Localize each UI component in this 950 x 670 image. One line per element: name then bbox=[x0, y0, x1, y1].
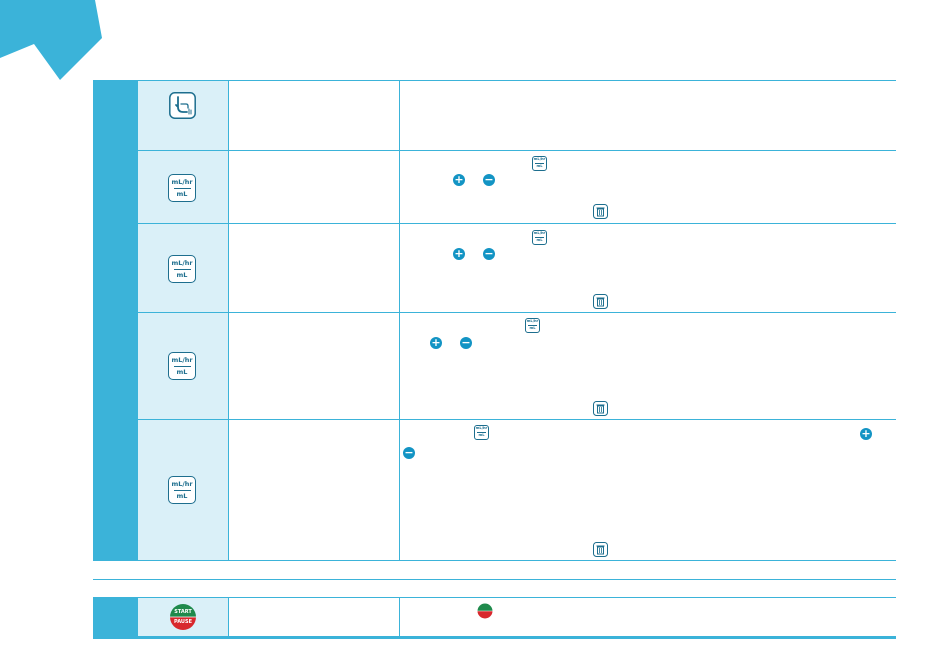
start-pause-key-icon bbox=[477, 603, 493, 619]
corner-tab-decoration bbox=[0, 0, 102, 80]
rate-label: mL/hr bbox=[171, 480, 193, 488]
volume-label: mL bbox=[529, 326, 536, 330]
table-bottom-rule bbox=[93, 636, 896, 639]
hand-touch-icon bbox=[169, 92, 196, 119]
rate-volume-key-icon: mL/hr mL bbox=[168, 255, 196, 283]
table-rule bbox=[93, 579, 896, 580]
volume-label: mL bbox=[176, 367, 188, 376]
rate-label: mL/hr bbox=[533, 157, 546, 162]
table-rule bbox=[93, 560, 896, 561]
table-rule bbox=[93, 223, 896, 224]
volume-label: mL bbox=[536, 164, 543, 168]
key-divider bbox=[173, 489, 191, 491]
rate-volume-key-icon: mL/hr mL bbox=[168, 476, 196, 504]
rate-label: mL/hr bbox=[171, 178, 193, 186]
row-number-cell bbox=[93, 598, 138, 638]
volume-label: mL bbox=[176, 270, 188, 279]
row-number-cell bbox=[93, 313, 138, 419]
volume-label: mL bbox=[536, 238, 543, 242]
rate-volume-key-icon: mL/hr mL bbox=[532, 230, 547, 245]
plus-icon: + bbox=[453, 173, 465, 186]
table-rule bbox=[93, 312, 896, 313]
plus-icon: + bbox=[430, 336, 442, 349]
minus-icon: − bbox=[483, 247, 495, 260]
column-divider bbox=[399, 81, 400, 560]
row-number-cell bbox=[93, 420, 138, 560]
rate-volume-key-icon: mL/hr mL bbox=[168, 174, 196, 202]
rate-label: mL/hr bbox=[526, 319, 539, 324]
volume-label: mL bbox=[478, 433, 485, 437]
minus-icon: − bbox=[460, 336, 472, 349]
column-divider bbox=[228, 81, 229, 560]
trash-icon bbox=[593, 401, 608, 416]
trash-icon bbox=[593, 542, 608, 557]
start-label: START bbox=[174, 609, 192, 615]
row-number-cell bbox=[93, 81, 138, 150]
table-rule bbox=[93, 80, 896, 81]
rate-label: mL/hr bbox=[533, 231, 546, 236]
trash-icon bbox=[593, 294, 608, 309]
key-divider bbox=[477, 432, 486, 433]
row-number-cell bbox=[93, 224, 138, 312]
key-divider bbox=[535, 237, 544, 238]
rate-volume-key-icon: mL/hr mL bbox=[525, 318, 540, 333]
plus-icon: + bbox=[860, 427, 872, 440]
trash-icon bbox=[593, 204, 608, 219]
rate-volume-key-icon: mL/hr mL bbox=[474, 425, 489, 440]
key-divider bbox=[528, 325, 537, 326]
volume-label: mL bbox=[176, 189, 188, 198]
row-number-cell bbox=[93, 151, 138, 223]
key-divider bbox=[173, 187, 191, 189]
rate-volume-key-icon: mL/hr mL bbox=[168, 352, 196, 380]
pause-label: PAUSE bbox=[174, 619, 192, 625]
key-divider bbox=[173, 365, 191, 367]
start-pause-key-icon: START PAUSE bbox=[169, 603, 197, 631]
key-divider bbox=[535, 163, 544, 164]
table-rule bbox=[93, 419, 896, 420]
rate-label: mL/hr bbox=[171, 259, 193, 267]
minus-icon: − bbox=[483, 173, 495, 186]
rate-label: mL/hr bbox=[171, 356, 193, 364]
column-divider bbox=[399, 598, 400, 636]
minus-icon: − bbox=[403, 446, 415, 459]
plus-icon: + bbox=[453, 247, 465, 260]
table-rule bbox=[93, 150, 896, 151]
key-divider bbox=[173, 268, 191, 270]
column-divider bbox=[228, 598, 229, 636]
table-rule bbox=[93, 597, 896, 598]
rate-volume-key-icon: mL/hr mL bbox=[532, 156, 547, 171]
volume-label: mL bbox=[176, 491, 188, 500]
rate-label: mL/hr bbox=[475, 426, 488, 431]
